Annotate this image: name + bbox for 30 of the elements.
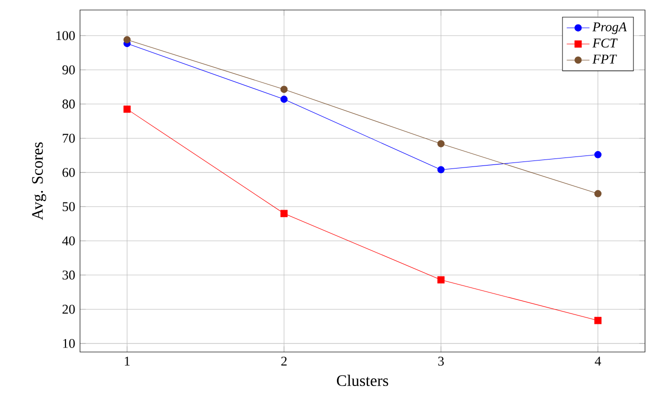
x-tick-label: 3 bbox=[438, 356, 444, 366]
point bbox=[437, 166, 445, 174]
y-tick-label: 30 bbox=[62, 270, 75, 280]
point bbox=[594, 151, 602, 158]
x-tick-label: 2 bbox=[281, 356, 287, 366]
point bbox=[437, 140, 445, 148]
y-tick-label: 60 bbox=[62, 168, 75, 177]
legend-label: FCT bbox=[592, 38, 618, 48]
x-axis-title: Clusters bbox=[336, 374, 388, 386]
y-tick-label: 20 bbox=[62, 304, 75, 314]
y-tick-label: 10 bbox=[63, 338, 75, 348]
point bbox=[280, 86, 288, 93]
y-axis-title: Avg. Scores bbox=[32, 142, 46, 220]
legend-label: FPT bbox=[592, 54, 617, 64]
point bbox=[594, 316, 602, 324]
point bbox=[280, 210, 288, 218]
point bbox=[123, 106, 131, 113]
y-tick-label: 50 bbox=[62, 202, 75, 212]
y-tick-label: 70 bbox=[62, 134, 75, 143]
y-tick-label: 90 bbox=[62, 65, 75, 74]
x-tick-label: 4 bbox=[594, 356, 602, 366]
point bbox=[594, 190, 602, 198]
legend-label: ProgA bbox=[592, 22, 627, 34]
point bbox=[280, 96, 288, 103]
x-tick-label: 1 bbox=[124, 356, 130, 366]
y-tick-label: 100 bbox=[56, 31, 75, 40]
y-tick-label: 40 bbox=[62, 236, 75, 246]
y-tick-label: 80 bbox=[62, 100, 75, 109]
point bbox=[123, 36, 131, 44]
point bbox=[437, 276, 445, 284]
